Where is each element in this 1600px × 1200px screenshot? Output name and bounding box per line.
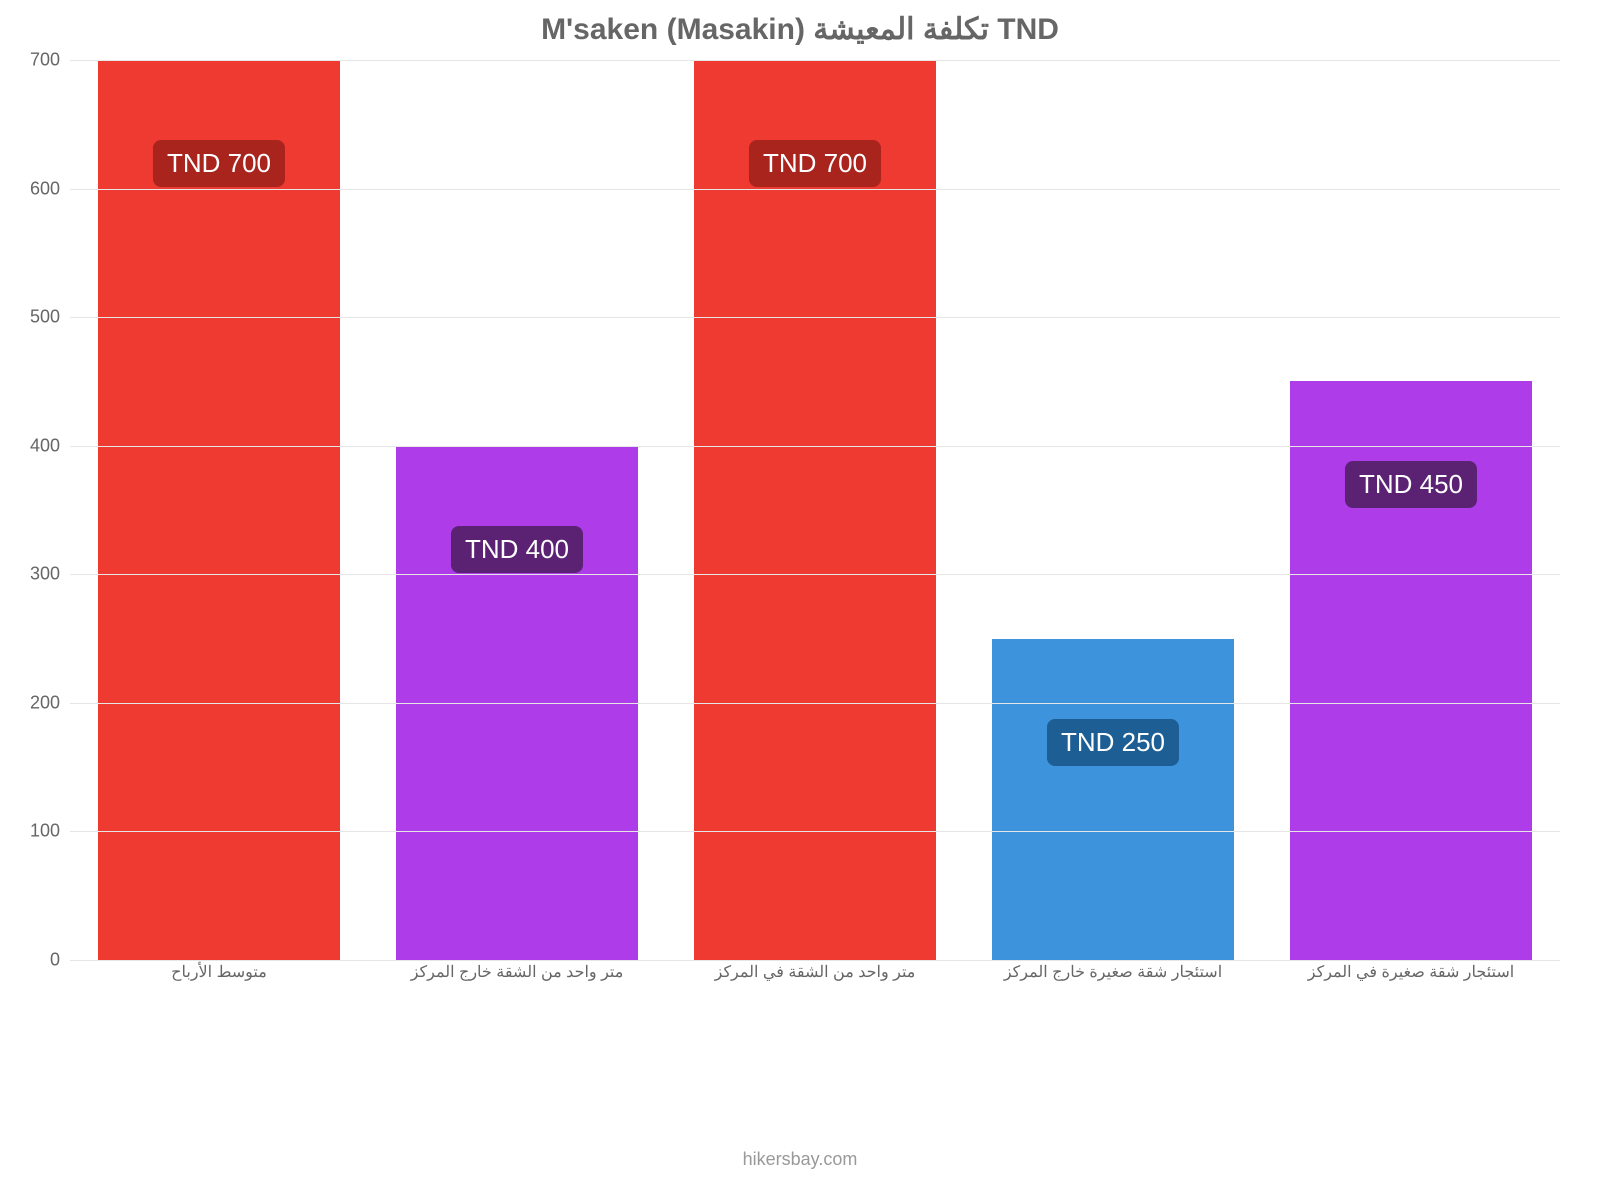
x-tick-label: استئجار شقة صغيرة خارج المركز [979,962,1247,1022]
y-tick-label: 300 [20,564,60,585]
bar: TND 250 [992,639,1233,960]
gridline [70,960,1560,961]
bar-value-label: TND 700 [749,140,881,187]
y-tick-label: 500 [20,307,60,328]
bar: TND 450 [1290,381,1531,960]
bar-column: TND 450 [1277,60,1545,960]
gridline [70,189,1560,190]
bar-value-label: TND 400 [451,526,583,573]
y-tick-label: 700 [20,50,60,71]
gridline [70,317,1560,318]
gridline [70,574,1560,575]
bar-column: TND 700 [85,60,353,960]
gridline [70,60,1560,61]
chart-title: M'saken (Masakin) تكلفة المعيشة TND [0,12,1600,47]
bar-column: TND 700 [681,60,949,960]
x-tick-label: متوسط الأرباح [85,962,353,1022]
y-tick-label: 100 [20,821,60,842]
bar-value-label: TND 700 [153,140,285,187]
bar-value-label: TND 250 [1047,719,1179,766]
footer-credit: hikersbay.com [0,1149,1600,1170]
gridline [70,831,1560,832]
y-tick-label: 400 [20,435,60,456]
x-tick-label: متر واحد من الشقة خارج المركز [383,962,651,1022]
y-tick-label: 600 [20,178,60,199]
plot-area: TND 450TND 250TND 700TND 400TND 700 0100… [70,60,1560,960]
x-tick-label: استئجار شقة صغيرة في المركز [1277,962,1545,1022]
bars-group: TND 450 TND 250 TND 700 TND 400 TND 700 [70,60,1560,960]
bar-value-label: TND 450 [1345,461,1477,508]
y-tick-label: 0 [20,950,60,971]
y-tick-label: 200 [20,692,60,713]
bar-column: TND 400 [383,60,651,960]
chart-container: M'saken (Masakin) تكلفة المعيشة TND TND … [0,0,1600,1200]
gridline [70,446,1560,447]
bar-column: TND 250 [979,60,1247,960]
bar: TND 700 [694,60,935,960]
x-tick-label: متر واحد من الشقة في المركز [681,962,949,1022]
gridline [70,703,1560,704]
x-axis: استئجار شقة صغيرة في المركز استئجار شقة ص… [70,962,1560,1022]
bar: TND 700 [98,60,339,960]
